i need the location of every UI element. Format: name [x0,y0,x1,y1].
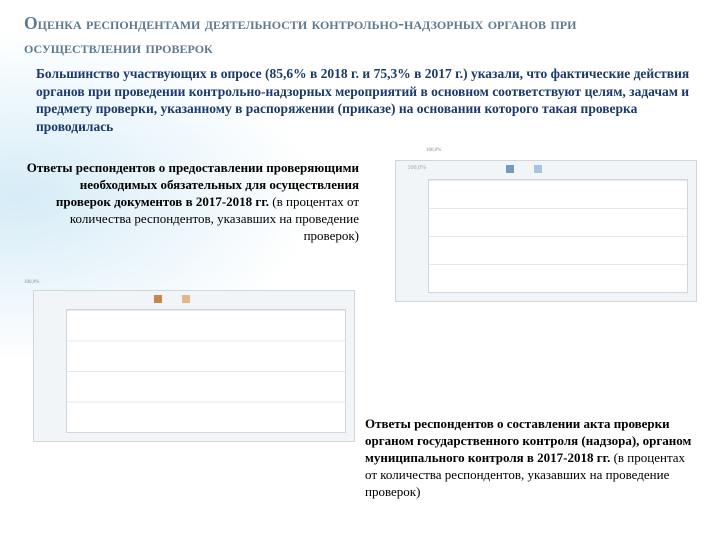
blue-chart-bars [439,180,676,292]
legend-swatch-3 [154,295,162,303]
blue-chart: 100,0% [395,160,697,302]
legend-swatch-2 [534,165,542,173]
y-tick-label: 100,0% [398,165,426,171]
blue-chart-legend [506,165,542,173]
right-chart-caption: Ответы респондентов о составлении акта п… [365,416,695,500]
lead-paragraph: Большинство участвующих в опросе (85,6% … [24,65,696,135]
axis-max-label-2: 100,0% [24,280,39,285]
orange-chart-legend [154,295,190,303]
orange-chart [33,290,355,442]
page-title: Оценка респондентами деятельности контро… [24,12,696,59]
blue-chart-yaxis: 100,0% [398,165,426,295]
orange-chart-yaxis [36,295,64,435]
left-chart-caption: Ответы респондентов о предоставлении про… [24,160,359,244]
axis-max-label-1: 100,0% [426,148,441,153]
legend-swatch-4 [182,295,190,303]
orange-chart-bars [78,310,334,432]
legend-swatch-1 [506,165,514,173]
